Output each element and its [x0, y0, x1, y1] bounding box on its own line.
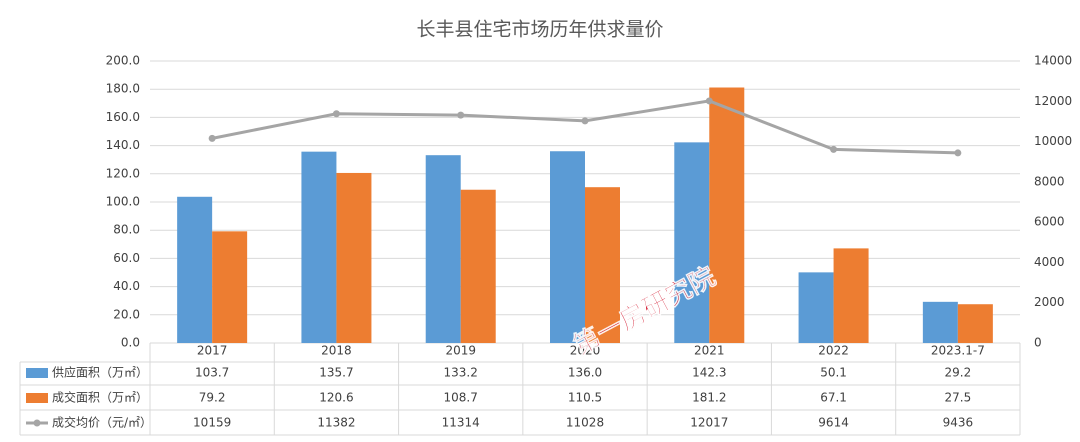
y2-tick-label: 10000 — [1034, 134, 1072, 148]
table-value: 135.7 — [319, 366, 353, 380]
table-value: 136.0 — [568, 366, 602, 380]
table-value: 10159 — [193, 416, 231, 430]
y2-tick-label: 12000 — [1034, 94, 1072, 108]
legend-swatch — [33, 419, 41, 427]
table-value: 120.6 — [319, 391, 353, 405]
line-marker — [830, 145, 838, 153]
y-tick-label: 180.0 — [106, 82, 140, 96]
x-tick-label: 2020 — [570, 344, 601, 358]
y-tick-label: 20.0 — [113, 307, 140, 321]
line-marker — [457, 111, 465, 119]
x-tick-label: 2023.1-7 — [931, 344, 985, 358]
bar — [336, 172, 372, 343]
bar — [212, 231, 248, 343]
table-value: 133.2 — [444, 366, 478, 380]
legend-label: 成交均价（元/㎡） — [52, 415, 152, 430]
bar — [425, 155, 461, 343]
table-value: 11314 — [442, 416, 480, 430]
y-tick-label: 0.0 — [121, 336, 140, 350]
table-value: 12017 — [690, 416, 728, 430]
x-tick-label: 2019 — [445, 344, 476, 358]
table-value: 50.1 — [820, 366, 847, 380]
table-value: 67.1 — [820, 391, 847, 405]
table-value: 27.5 — [944, 391, 971, 405]
line-marker — [954, 149, 962, 157]
legend-label: 成交面积（万㎡） — [52, 390, 148, 405]
table-value: 110.5 — [568, 391, 602, 405]
y2-tick-label: 6000 — [1034, 215, 1065, 229]
line-marker — [705, 97, 713, 105]
x-tick-label: 2017 — [197, 344, 228, 358]
bar — [833, 248, 869, 343]
bar — [674, 142, 710, 343]
y-tick-label: 100.0 — [106, 195, 140, 209]
bar — [709, 87, 745, 344]
y-tick-label: 120.0 — [106, 166, 140, 180]
y-tick-label: 200.0 — [106, 54, 140, 68]
y-tick-label: 140.0 — [106, 138, 140, 152]
bar — [957, 304, 993, 343]
x-tick-label: 2022 — [818, 344, 849, 358]
chart-title: 长丰县住宅市场历年供求量价 — [416, 19, 663, 41]
legend-label: 供应面积（万㎡） — [52, 365, 148, 380]
table-value: 11382 — [317, 416, 355, 430]
y2-tick-label: 8000 — [1034, 174, 1065, 188]
table-value: 9436 — [943, 416, 974, 430]
line-marker — [208, 134, 216, 142]
bar — [177, 196, 213, 343]
y-tick-label: 40.0 — [113, 279, 140, 293]
y-tick-label: 60.0 — [113, 251, 140, 265]
y2-tick-label: 2000 — [1034, 295, 1065, 309]
y-tick-label: 80.0 — [113, 223, 140, 237]
bar — [550, 151, 585, 343]
y2-tick-label: 0 — [1034, 336, 1042, 350]
legend-swatch — [26, 368, 48, 378]
bar — [301, 151, 337, 343]
y2-tick-label: 4000 — [1034, 255, 1065, 269]
x-tick-label: 2021 — [694, 344, 725, 358]
x-tick-label: 2018 — [321, 344, 352, 358]
bar — [798, 272, 834, 343]
legend-swatch — [26, 393, 48, 403]
table-value: 79.2 — [199, 391, 226, 405]
line-marker — [332, 110, 340, 118]
line-marker — [581, 117, 589, 125]
bar — [460, 189, 496, 343]
table-value: 29.2 — [944, 366, 971, 380]
table-value: 142.3 — [692, 366, 726, 380]
y-tick-label: 160.0 — [106, 110, 140, 124]
table-value: 181.2 — [692, 391, 726, 405]
bar — [585, 187, 620, 343]
table-value: 11028 — [566, 416, 604, 430]
table-value: 108.7 — [444, 391, 478, 405]
table-value: 9614 — [818, 416, 849, 430]
bar — [922, 301, 958, 343]
table-value: 103.7 — [195, 366, 229, 380]
y2-tick-label: 14000 — [1034, 54, 1072, 68]
